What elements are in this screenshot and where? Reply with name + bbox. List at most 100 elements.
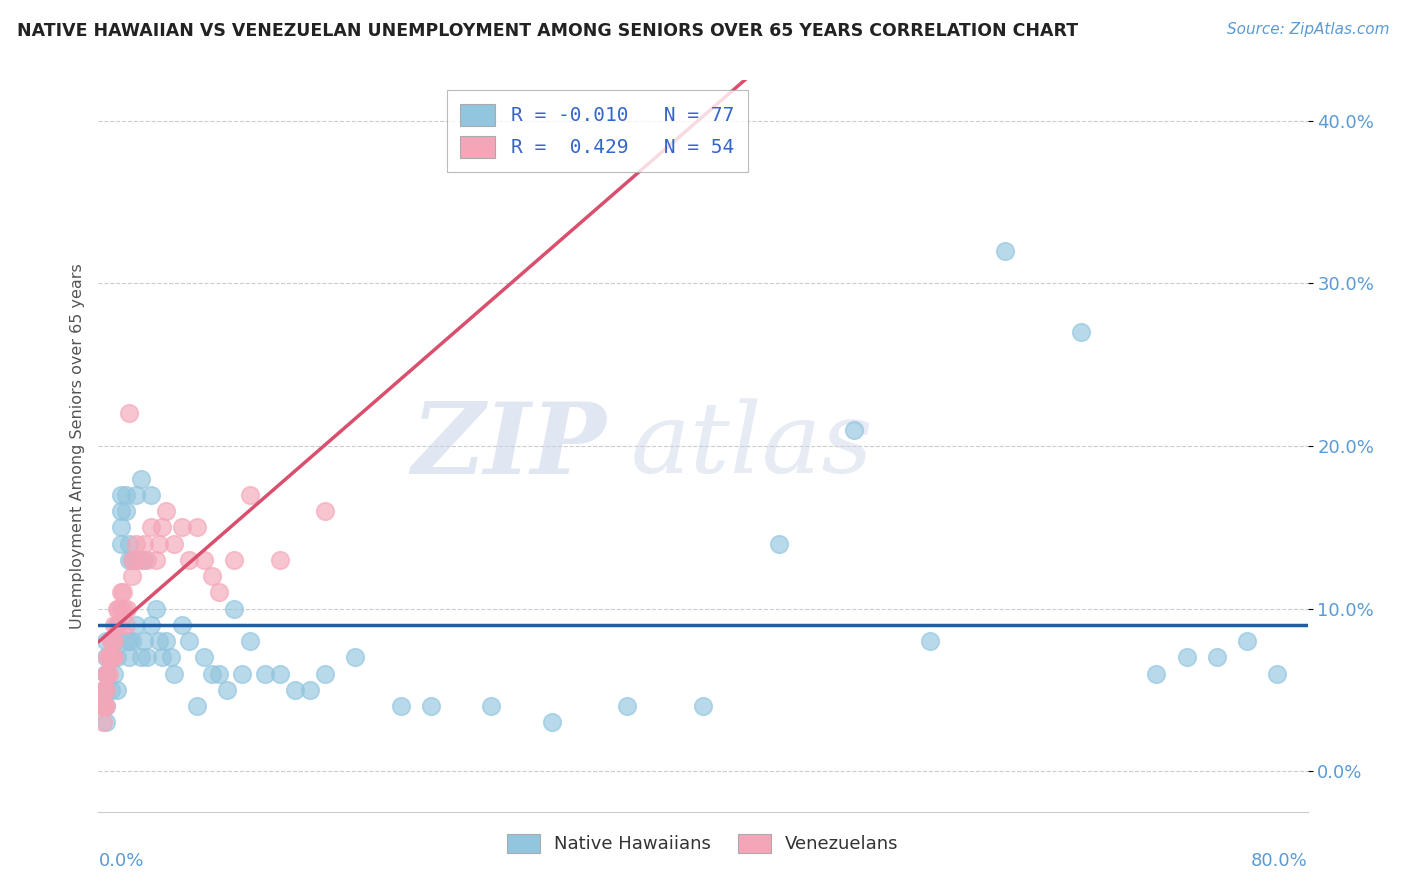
Point — [269, 666, 291, 681]
Point — [103, 617, 125, 632]
Point — [481, 699, 503, 714]
Point — [314, 504, 336, 518]
Point — [125, 553, 148, 567]
Point — [1206, 650, 1229, 665]
Point — [110, 488, 132, 502]
Point — [96, 666, 118, 681]
Point — [420, 699, 443, 714]
Point — [1236, 634, 1258, 648]
Point — [105, 617, 128, 632]
Point — [94, 715, 117, 730]
Point — [103, 634, 125, 648]
Point — [105, 601, 128, 615]
Legend: Native Hawaiians, Venezuelans: Native Hawaiians, Venezuelans — [501, 826, 905, 861]
Point — [108, 617, 131, 632]
Point — [155, 634, 177, 648]
Point — [163, 536, 186, 550]
Point — [540, 715, 562, 730]
Point — [114, 617, 136, 632]
Point — [163, 666, 186, 681]
Point — [94, 666, 117, 681]
Point — [91, 699, 114, 714]
Point — [91, 715, 114, 730]
Point — [692, 699, 714, 714]
Point — [616, 699, 638, 714]
Legend: R = -0.010   N = 77, R =  0.429   N = 54: R = -0.010 N = 77, R = 0.429 N = 54 — [447, 90, 748, 172]
Point — [129, 650, 152, 665]
Point — [170, 520, 193, 534]
Point — [170, 617, 193, 632]
Point — [231, 666, 253, 681]
Point — [132, 536, 155, 550]
Point — [94, 699, 117, 714]
Point — [269, 553, 291, 567]
Point — [224, 601, 246, 615]
Text: ZIP: ZIP — [412, 398, 606, 494]
Point — [186, 520, 208, 534]
Text: Source: ZipAtlas.com: Source: ZipAtlas.com — [1226, 22, 1389, 37]
Text: atlas: atlas — [630, 399, 873, 493]
Point — [94, 666, 117, 681]
Point — [193, 650, 215, 665]
Point — [121, 569, 143, 583]
Point — [110, 536, 132, 550]
Point — [98, 650, 121, 665]
Point — [125, 536, 148, 550]
Point — [114, 634, 136, 648]
Y-axis label: Unemployment Among Seniors over 65 years: Unemployment Among Seniors over 65 years — [69, 263, 84, 629]
Point — [103, 650, 125, 665]
Point — [110, 585, 132, 599]
Point — [224, 553, 246, 567]
Point — [389, 699, 412, 714]
Point — [148, 634, 170, 648]
Point — [1070, 325, 1092, 339]
Point — [103, 666, 125, 681]
Point — [98, 666, 121, 681]
Point — [118, 634, 141, 648]
Point — [239, 634, 262, 648]
Point — [844, 423, 866, 437]
Point — [145, 601, 167, 615]
Text: 0.0%: 0.0% — [98, 852, 143, 870]
Point — [118, 536, 141, 550]
Point — [101, 634, 124, 648]
Point — [103, 634, 125, 648]
Point — [141, 617, 163, 632]
Point — [299, 682, 322, 697]
Point — [768, 536, 790, 550]
Point — [101, 650, 124, 665]
Point — [284, 682, 307, 697]
Point — [110, 601, 132, 615]
Point — [160, 650, 183, 665]
Point — [129, 471, 152, 485]
Point — [121, 634, 143, 648]
Point — [150, 520, 173, 534]
Point — [94, 699, 117, 714]
Point — [253, 666, 276, 681]
Point — [94, 650, 117, 665]
Point — [132, 634, 155, 648]
Text: 80.0%: 80.0% — [1251, 852, 1308, 870]
Point — [94, 682, 117, 697]
Point — [344, 650, 367, 665]
Point — [179, 634, 201, 648]
Point — [105, 617, 128, 632]
Point — [1144, 666, 1167, 681]
Point — [918, 634, 941, 648]
Point — [110, 520, 132, 534]
Point — [93, 699, 115, 714]
Text: NATIVE HAWAIIAN VS VENEZUELAN UNEMPLOYMENT AMONG SENIORS OVER 65 YEARS CORRELATI: NATIVE HAWAIIAN VS VENEZUELAN UNEMPLOYME… — [17, 22, 1078, 40]
Point — [100, 650, 122, 665]
Point — [193, 553, 215, 567]
Point — [208, 666, 231, 681]
Point — [141, 488, 163, 502]
Point — [314, 666, 336, 681]
Point — [111, 585, 134, 599]
Point — [94, 682, 117, 697]
Point — [186, 699, 208, 714]
Point — [124, 553, 146, 567]
Point — [100, 682, 122, 697]
Point — [215, 682, 238, 697]
Point — [150, 650, 173, 665]
Point — [118, 650, 141, 665]
